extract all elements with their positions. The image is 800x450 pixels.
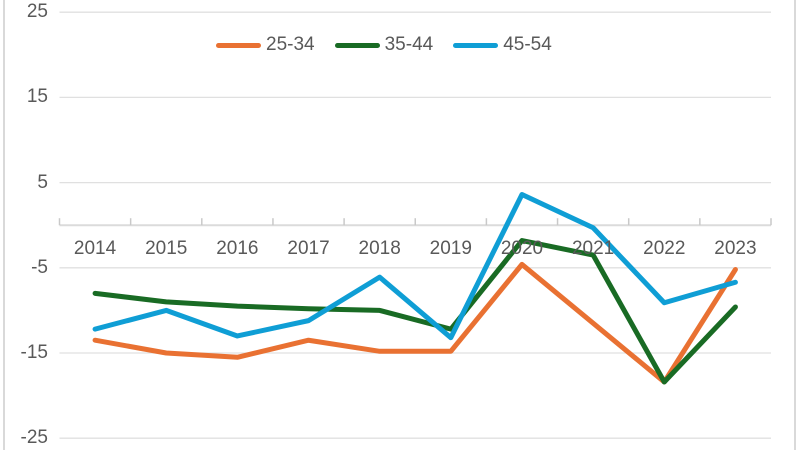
legend-swatch-35-44 xyxy=(334,42,380,48)
series-line-25-34 xyxy=(92,261,738,385)
chart-right-border xyxy=(794,0,796,450)
x-tick-label-2021: 2021 xyxy=(571,238,615,259)
x-tick-label-2022: 2022 xyxy=(643,238,686,259)
y-tick-label-5: 5 xyxy=(37,171,48,193)
legend-swatch-45-54 xyxy=(453,42,499,48)
legend-swatch-25-34 xyxy=(216,42,261,48)
chart-legend: 25-34 35-44 45-54 xyxy=(216,33,552,57)
legend-label-25-34: 25-34 xyxy=(266,34,315,55)
y-tick-label--15: -15 xyxy=(20,342,48,363)
x-tick-label-2019: 2019 xyxy=(429,238,472,259)
x-tick-label-2014: 2014 xyxy=(73,238,117,259)
chart-left-border xyxy=(3,0,5,450)
y-tick-label-15: 15 xyxy=(26,86,48,108)
x-tick-label-2020: 2020 xyxy=(500,238,544,259)
legend-label-35-44: 35-44 xyxy=(384,34,434,55)
series-line-35-44 xyxy=(92,238,738,385)
x-tick-label-2023: 2023 xyxy=(714,238,757,259)
legend-item-45-54: 45-54 xyxy=(453,34,552,56)
y-tick-label--25: -25 xyxy=(20,427,48,449)
series-line-45-54 xyxy=(92,192,738,341)
x-tick-label-2015: 2015 xyxy=(145,238,188,259)
x-tick-label-2016: 2016 xyxy=(216,238,259,259)
legend-label-45-54: 45-54 xyxy=(503,34,552,55)
legend-item-25-34: 25-34 xyxy=(216,34,315,56)
x-tick-label-2017: 2017 xyxy=(287,238,330,259)
x-tick-label-2018: 2018 xyxy=(358,238,401,259)
legend-item-35-44: 35-44 xyxy=(334,34,434,56)
y-tick-label-25: 25 xyxy=(26,1,48,23)
y-tick-label--5: -5 xyxy=(31,256,48,278)
